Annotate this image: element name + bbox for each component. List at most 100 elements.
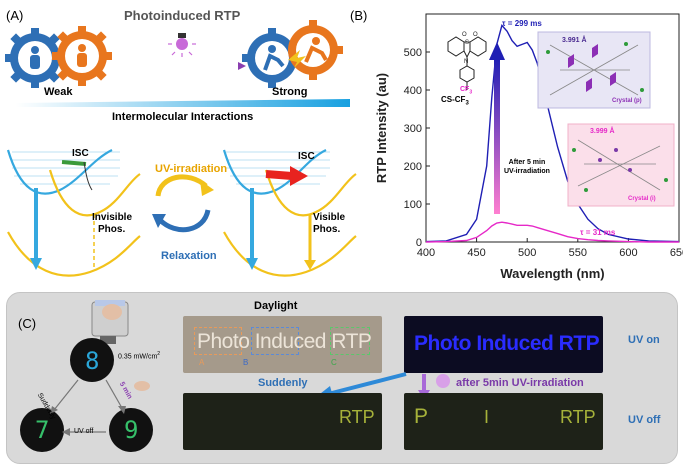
crystal-p-label: Crystal (p) [612, 98, 642, 104]
crystal-p-distance: 3.991 Å [562, 37, 587, 44]
uv-cycle-arrow [155, 174, 208, 197]
panel-c-device-graphic [20, 300, 153, 452]
crystal-p-inset [537, 31, 651, 109]
y-tick-label: 300 [404, 123, 422, 135]
region-a-box [194, 327, 242, 355]
svg-text:O: O [462, 32, 467, 38]
cf3-label: CF3 [460, 86, 472, 95]
x-tick-label: 600 [619, 247, 637, 259]
uv-on-label: UV on [628, 334, 660, 346]
y-axis-label: RTP Intensity (au) [374, 73, 389, 183]
panel-b-label: (B) [350, 8, 368, 23]
gear-orange-right-icon [288, 20, 343, 80]
uv-off-label: UV off [628, 414, 661, 426]
after-line1: After 5 min [508, 159, 546, 166]
invisible-line1: Invisible [92, 212, 133, 223]
cf3-sub: 3 [469, 89, 473, 96]
tau-weak-label: τ = 31 ms [580, 228, 616, 237]
x-axis-label: Wavelength (nm) [500, 266, 604, 281]
sample-disc-left [20, 408, 64, 452]
uv-intensity-arrow [494, 58, 500, 214]
tau-strong-label: τ = 299 ms [502, 19, 542, 28]
daylight-photo: Photo Induced RTP A B C [183, 316, 382, 373]
weak-label: Weak [44, 86, 73, 98]
digit-left: 7 [35, 416, 50, 444]
energy-diagram-left [6, 149, 141, 277]
molecule-label: CS-CF3 [441, 95, 469, 107]
y-tick-label: 500 [404, 47, 422, 59]
svg-text:N: N [464, 59, 468, 65]
cf3-text: CF [460, 86, 470, 93]
x-tick-label: 550 [569, 247, 587, 259]
interactions-label: Intermolecular Interactions [112, 111, 254, 123]
suddenly-label: Suddenly [258, 377, 308, 389]
letter-b: B [243, 358, 249, 367]
crystal-i-label: Crystal (i) [628, 196, 656, 202]
crystal-i-inset [567, 123, 675, 207]
crystal-i-distance: 3.999 Å [590, 128, 615, 135]
uv-on-text: Photo Induced RTP [414, 332, 600, 355]
p-letter-glow: P [414, 405, 429, 428]
y-tick-label: 0 [416, 237, 422, 249]
relaxation-cycle-arrow [158, 209, 211, 233]
invisible-phos-label: Invisible Phos. [92, 212, 132, 236]
impact-spark-icon [288, 50, 306, 68]
rtp-left-glow: RTP [339, 407, 375, 427]
digit-right: 9 [124, 416, 139, 444]
gear-blue-right-icon [242, 28, 302, 88]
chart-axes: 400 450 500 550 600 650 0 100 200 300 400 500 Wavele… [374, 47, 683, 281]
isc-arrow-left [61, 160, 87, 166]
sample-disc-top [70, 338, 114, 382]
uv-lamp-device-icon [91, 300, 129, 344]
power-text: 0.35 mW/cm [118, 353, 158, 361]
after-line2: UV-irradiation [504, 168, 550, 175]
isc-left-label: ISC [72, 148, 89, 159]
region-c-box [330, 327, 370, 355]
gear-orange-left-icon [52, 26, 112, 86]
visible-line2: Phos. [313, 224, 341, 235]
x-tick-label: 450 [467, 247, 485, 259]
letter-c: C [331, 358, 337, 367]
series-line-0 [425, 23, 680, 243]
svg-text:S: S [465, 40, 469, 46]
letter-a: A [199, 358, 205, 367]
uv-bulb-icon [436, 374, 450, 388]
isc-right-label: ISC [298, 151, 315, 162]
y-tick-label: 200 [404, 161, 422, 173]
x-tick-label: 650 [670, 247, 683, 259]
sample-disc-right [109, 408, 153, 452]
daylight-text: Photo Induced RTP [197, 330, 372, 353]
svg-text:O: O [473, 32, 478, 38]
i-letter-glow: I [484, 407, 490, 427]
hand-icon [134, 381, 150, 391]
uv-off-small-label: UV off [74, 428, 94, 435]
y-tick-label: 400 [404, 85, 422, 97]
isc-arrow-right [265, 170, 293, 180]
x-tick-label: 500 [518, 247, 536, 259]
after-uv-label: after 5min UV-irradiation [456, 377, 584, 389]
panel-a-title: Photoinduced RTP [124, 8, 241, 23]
y-tick-label: 100 [404, 199, 422, 211]
uv-off-suddenly-photo: RTP [183, 393, 382, 450]
interaction-strength-bar [16, 99, 350, 107]
visible-line1: Visible [313, 212, 346, 223]
molecule-structure-icon [447, 36, 487, 90]
uv-on-photo: Photo Induced RTP [404, 316, 603, 373]
power-sup: 2 [157, 351, 161, 357]
panel-c-label: (C) [18, 316, 37, 331]
uv-lamp-icon [168, 33, 196, 57]
x-tick-label: 400 [417, 247, 435, 259]
digit-top: 8 [85, 347, 100, 375]
series-line-1 [425, 221, 679, 243]
panel-a-label: (A) [6, 8, 24, 23]
molecule-sub: 3 [465, 100, 469, 107]
molecule-name: CS-CF [441, 95, 466, 104]
daylight-label: Daylight [254, 300, 298, 312]
relaxation-label: Relaxation [161, 250, 217, 262]
chart-series [425, 23, 680, 243]
region-b-box [251, 327, 299, 355]
power-label: 0.35 mW/cm2 [118, 351, 160, 360]
energy-diagram-right [222, 149, 357, 277]
uv-irradiation-label: UV-irradiation [155, 163, 228, 175]
rtp-spectrum-chart: 400 450 500 550 600 650 0 100 200 300 400 500 Wavele… [374, 13, 683, 281]
